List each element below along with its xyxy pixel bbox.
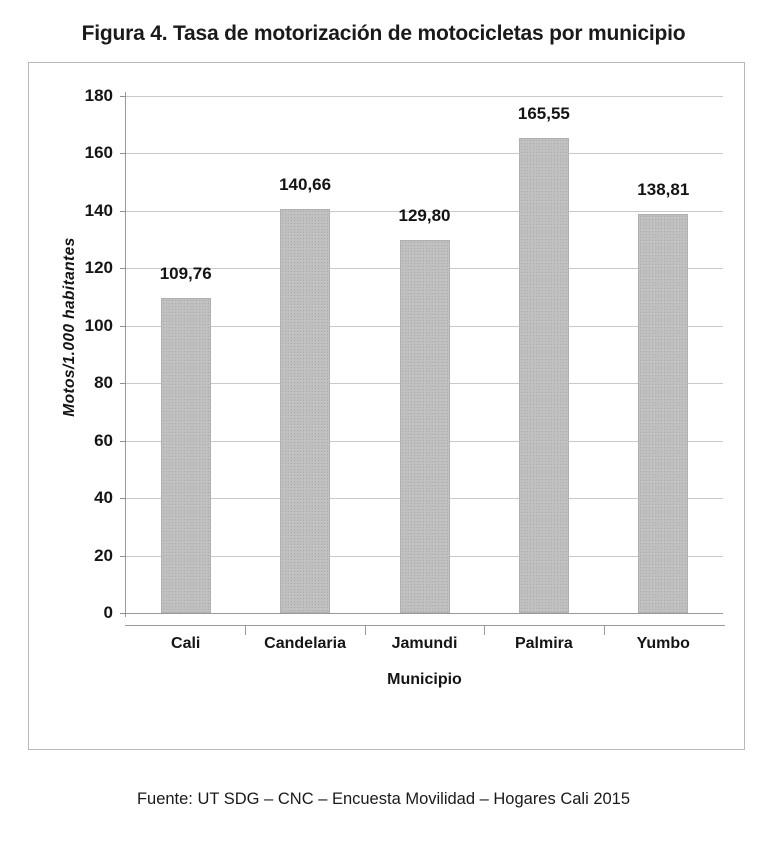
bar-jamundi[interactable]: [399, 240, 450, 613]
bar-value-label: 165,55: [517, 103, 570, 123]
gridline: [126, 153, 723, 155]
y-axis-tick-mark: [120, 325, 126, 327]
y-axis-tick-mark: [120, 613, 126, 614]
y-axis-tick-mark: [120, 440, 126, 442]
y-axis-tick-label: 80: [94, 373, 113, 393]
y-axis-line: [125, 92, 126, 617]
bar-yumbo[interactable]: [638, 214, 689, 613]
x-axis-category-label-candelaria: Candelaria: [264, 635, 346, 652]
y-axis-tick-labels: 0 20 40 60 80 100 120 140 160 180: [29, 86, 113, 622]
bar-value-label: 138,81: [637, 180, 690, 200]
gridline: [126, 210, 723, 212]
y-axis-tick-label: 0: [103, 603, 113, 622]
bar-candelaria[interactable]: [280, 209, 331, 613]
x-axis-tick-mark: [364, 625, 366, 635]
source-note: Fuente: UT SDG – CNC – Encuesta Movilida…: [136, 790, 631, 808]
y-axis-tick-mark: [120, 153, 126, 155]
y-axis-tick-mark: [120, 268, 126, 270]
y-axis-tick-label: 160: [84, 143, 113, 163]
x-axis-category-labels: Cali Candelaria Jamundi Palmira Yumbo: [126, 625, 723, 669]
y-axis-tick-label: 60: [94, 430, 113, 450]
x-axis-line: [125, 625, 725, 626]
y-axis-tick-label: 100: [84, 315, 113, 335]
x-axis-tick-mark: [484, 625, 486, 635]
bar-value-label: 129,80: [398, 206, 451, 226]
x-axis-tick-mark: [603, 625, 605, 635]
y-axis-tick-label: 140: [84, 200, 113, 220]
plot-area: 109,76 140,66 129,80 165,55 138,81: [126, 96, 723, 614]
x-axis-category-label-yumbo: Yumbo: [636, 635, 690, 652]
y-axis-tick-label: 180: [84, 86, 113, 105]
x-axis-title: Municipio: [387, 671, 462, 688]
y-axis-tick-mark: [120, 210, 126, 212]
figure-title: Figura 4. Tasa de motorización de motoci…: [81, 22, 686, 45]
x-axis-tick-mark: [245, 625, 247, 635]
y-axis-tick-label: 40: [94, 488, 113, 508]
y-axis-tick-mark: [120, 96, 126, 97]
gridline: [126, 613, 723, 614]
y-axis-tick-label: 20: [94, 545, 113, 565]
y-axis-tick-mark: [120, 383, 126, 385]
bar-value-label: 109,76: [159, 263, 212, 283]
chart-frame: 0 20 40 60 80 100 120 140 160 180 Motos/1.000 hab…: [28, 62, 745, 750]
y-axis-tick-mark: [120, 498, 126, 500]
y-axis-tick-label: 120: [84, 258, 113, 278]
bar-cali[interactable]: [160, 297, 211, 613]
x-axis-category-label-cali: Cali: [171, 635, 201, 652]
x-axis-category-label-jamundi: Jamundi: [391, 635, 458, 652]
gridline: [126, 96, 723, 97]
y-axis-title: Motos/1.000 habitantes: [61, 237, 78, 417]
bar-palmira[interactable]: [518, 137, 569, 613]
bar-value-label: 140,66: [279, 174, 332, 194]
x-axis-category-label-palmira: Palmira: [514, 635, 573, 652]
y-axis-tick-mark: [120, 555, 126, 557]
